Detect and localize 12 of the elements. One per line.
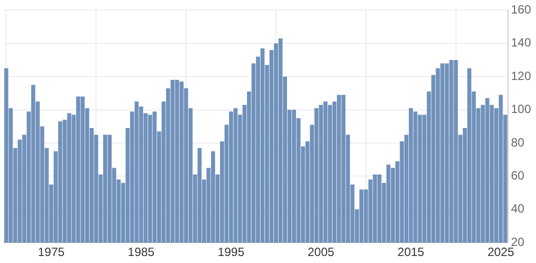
y-tick-label: 80 <box>510 135 525 150</box>
y-tick-label: 120 <box>510 68 532 83</box>
x-tick-label: 2015 <box>398 245 425 260</box>
y-tick-label: 60 <box>510 168 525 183</box>
y-tick-label: 40 <box>510 202 525 216</box>
y-tick-label: 160 <box>510 2 532 17</box>
x-tick-label: 1985 <box>128 245 155 260</box>
y-tick-label: 140 <box>510 36 532 50</box>
x-tick-label: 1975 <box>38 245 65 260</box>
y-tick-label: 100 <box>510 102 532 116</box>
x-tick-label: 2005 <box>308 245 335 260</box>
x-tick-label: 1995 <box>218 245 245 260</box>
